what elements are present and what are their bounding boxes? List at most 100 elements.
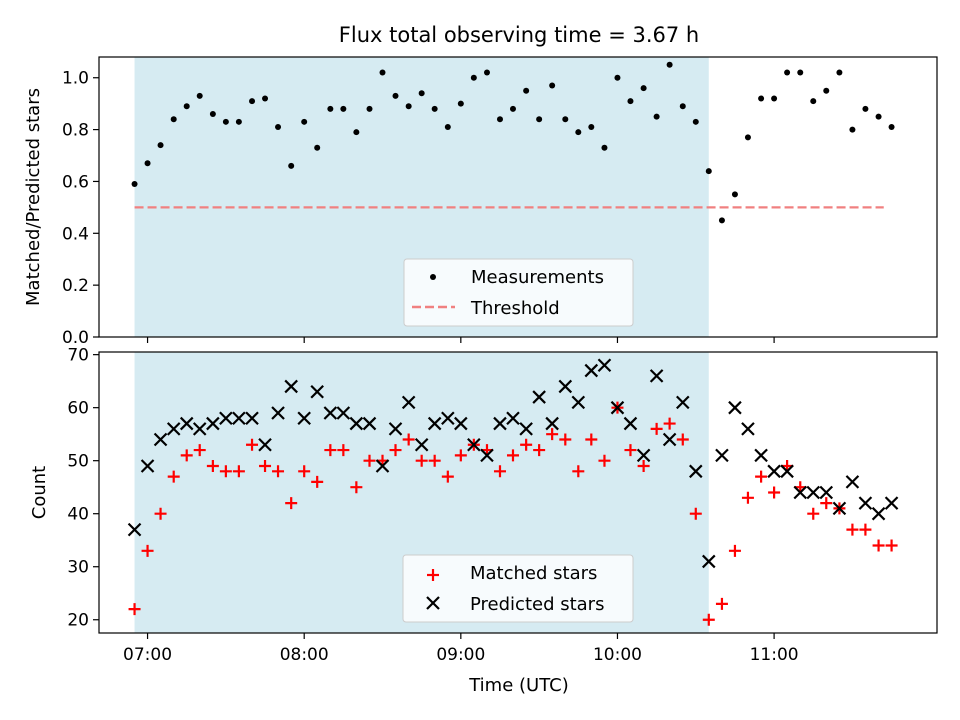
predicted-star-point bbox=[192, 422, 207, 436]
matched-star-point bbox=[246, 438, 259, 451]
measurement-point bbox=[588, 124, 595, 130]
predicted-star-point bbox=[153, 432, 168, 447]
matched-star-point bbox=[572, 465, 585, 478]
measurement-point bbox=[614, 74, 621, 81]
matched-star-point bbox=[141, 544, 154, 557]
measurement-point bbox=[457, 100, 464, 107]
matched-star-point bbox=[259, 459, 272, 472]
measurement-point bbox=[196, 92, 203, 99]
measurement-point bbox=[209, 111, 216, 118]
matched-star-point bbox=[585, 433, 598, 446]
count-ytick-label: 50 bbox=[67, 452, 89, 472]
predicted-star-point bbox=[258, 438, 272, 452]
measurement-point bbox=[575, 129, 582, 136]
count-x-axis-ticks: 07:00 08:00 09:00 10:00 11:00 bbox=[123, 633, 799, 665]
predicted-star-point bbox=[689, 464, 703, 479]
measurement-point bbox=[470, 74, 477, 81]
measurement-point bbox=[705, 168, 712, 175]
predicted-star-point bbox=[166, 422, 181, 436]
measurement-point bbox=[327, 105, 334, 112]
predicted-star-point bbox=[610, 400, 625, 415]
predicted-star-point bbox=[284, 379, 298, 394]
measurement-point bbox=[144, 160, 151, 167]
matched-star-point bbox=[846, 523, 859, 536]
count-y-axis-label: Count bbox=[29, 466, 50, 519]
matched-star-point bbox=[676, 433, 689, 446]
measurement-point bbox=[170, 116, 177, 123]
predicted-star-point bbox=[349, 416, 364, 431]
matched-star-point bbox=[219, 465, 232, 478]
predicted-star-point bbox=[454, 416, 468, 431]
ratio-panel-frame bbox=[98, 56, 938, 338]
measurement-point bbox=[157, 142, 164, 149]
measurement-point bbox=[444, 124, 451, 130]
x-axis-label: Time (UTC) bbox=[468, 675, 569, 696]
measurement-point bbox=[235, 118, 242, 125]
chart-title: Flux total observing time = 3.67 h bbox=[339, 23, 699, 47]
ratio-ytick-label: 0.6 bbox=[62, 172, 89, 192]
measurement-point bbox=[483, 69, 490, 76]
matched-star-point bbox=[859, 523, 872, 536]
measurement-point bbox=[836, 69, 843, 76]
measurement-point bbox=[810, 98, 817, 105]
measurement-point bbox=[797, 69, 804, 76]
measurement-point bbox=[131, 181, 138, 188]
predicted-star-point bbox=[140, 459, 155, 473]
measurement-point bbox=[875, 113, 882, 120]
predicted-star-point bbox=[310, 384, 324, 399]
measurement-point bbox=[392, 92, 399, 99]
matched-star-point bbox=[167, 470, 180, 483]
measurement-point bbox=[379, 69, 386, 76]
measurement-point bbox=[562, 116, 569, 123]
count-panel-frame bbox=[98, 351, 938, 634]
matched-star-point bbox=[285, 497, 298, 510]
ratio-y-axis-label: Matched/Predicted stars bbox=[23, 88, 44, 306]
matched-stars-points bbox=[128, 401, 898, 626]
count-xtick-label: 07:00 bbox=[123, 645, 172, 665]
measurement-points bbox=[131, 61, 895, 224]
predicted-star-point bbox=[702, 554, 716, 569]
predicted-star-point bbox=[845, 475, 860, 489]
predicted-star-point bbox=[336, 406, 351, 420]
matched-star-point bbox=[128, 603, 141, 616]
count-legend-box bbox=[402, 554, 634, 623]
count-ytick-label: 60 bbox=[67, 399, 89, 419]
matched-star-point bbox=[389, 444, 402, 457]
measurement-point bbox=[301, 118, 308, 125]
matched-star-point bbox=[402, 433, 415, 446]
ratio-panel: 0.0 0.2 0.4 0.6 0.8 1.0 Matched/Predicted sta… bbox=[23, 56, 938, 348]
matched-star-point bbox=[689, 507, 702, 520]
predicted-star-point bbox=[519, 422, 533, 436]
count-ytick-label: 70 bbox=[67, 346, 89, 366]
count-xtick-label: 10:00 bbox=[593, 645, 642, 665]
predicted-star-point bbox=[388, 422, 403, 436]
matched-star-point bbox=[768, 486, 781, 499]
matched-star-point bbox=[363, 454, 376, 467]
measurement-point bbox=[523, 87, 530, 94]
measurement-point bbox=[509, 105, 516, 112]
measurement-point bbox=[340, 105, 347, 112]
predicted-star-point bbox=[662, 432, 677, 447]
measurement-point bbox=[718, 217, 725, 224]
matched-star-point bbox=[506, 449, 519, 462]
count-ytick-label: 20 bbox=[67, 611, 89, 631]
predicted-star-point bbox=[480, 448, 494, 463]
measurement-point bbox=[496, 116, 503, 123]
predicted-star-point bbox=[206, 416, 220, 431]
measurement-point bbox=[849, 126, 856, 133]
measurement-point bbox=[862, 105, 869, 112]
matched-star-point bbox=[546, 428, 559, 441]
matched-star-point bbox=[311, 475, 324, 488]
legend-matched-marker bbox=[427, 569, 439, 581]
matched-star-point bbox=[428, 454, 441, 467]
predicted-star-point bbox=[623, 416, 638, 431]
matched-star-point bbox=[454, 449, 467, 462]
ratio-legend-box bbox=[403, 258, 634, 327]
measurement-point bbox=[784, 69, 791, 76]
matched-star-point bbox=[872, 539, 885, 552]
measurement-point bbox=[183, 103, 190, 110]
predicted-star-point bbox=[832, 501, 847, 516]
ratio-ytick-label: 0.4 bbox=[62, 224, 89, 244]
measurement-point bbox=[249, 98, 256, 105]
